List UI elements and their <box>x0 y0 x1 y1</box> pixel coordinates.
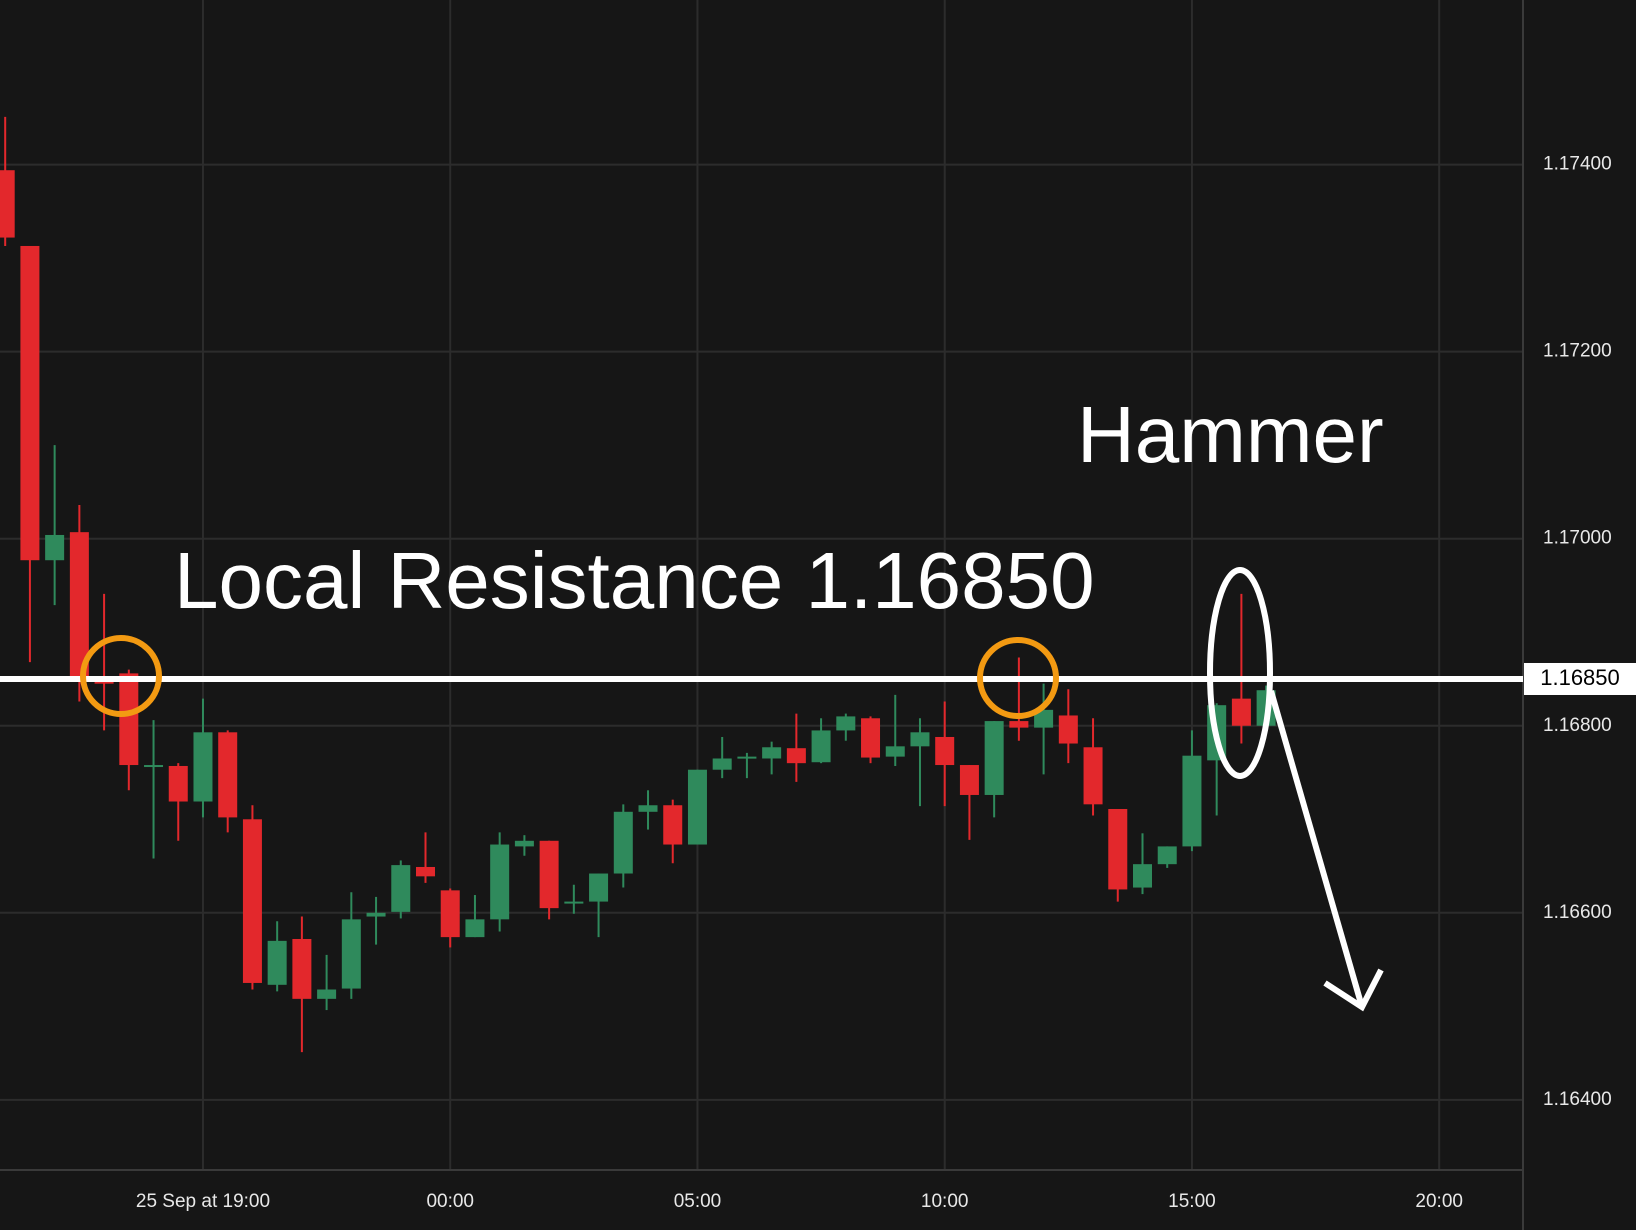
candle-body <box>69 532 89 679</box>
y-tick-label: 1.16600 <box>1543 902 1612 923</box>
x-tick-label: 10:00 <box>921 1191 969 1212</box>
annotation: Hammer <box>1077 390 1384 479</box>
candle-body <box>984 721 1004 795</box>
candle-body <box>638 805 658 812</box>
y-tick-label: 1.16800 <box>1543 715 1612 736</box>
candle-body <box>119 673 139 766</box>
candle-body <box>1182 755 1202 847</box>
candle-body <box>465 919 485 938</box>
arrow-head <box>1323 968 1384 1012</box>
candle-body <box>861 718 881 758</box>
candle-body <box>1231 698 1251 726</box>
candle-body <box>737 756 757 759</box>
candle-body <box>416 866 436 877</box>
y-tick-label: 1.17000 <box>1543 528 1612 549</box>
arrow-shaft <box>1268 690 1365 1008</box>
highlight-ellipse <box>1207 567 1273 779</box>
annotation: Local Resistance 1.16850 <box>174 536 1095 625</box>
candle-body <box>811 730 831 763</box>
x-tick-label: 15:00 <box>1168 1191 1216 1212</box>
candle-body <box>20 245 40 561</box>
candle-body <box>341 919 361 989</box>
candle-body <box>589 873 609 902</box>
candle-body <box>687 769 707 845</box>
candle-body <box>168 765 188 802</box>
candle-body <box>1058 715 1078 744</box>
candle-body <box>144 765 164 768</box>
candle-body <box>1108 808 1128 890</box>
candle-body <box>564 901 584 904</box>
candle-body <box>762 747 782 759</box>
y-tick-label: 1.16400 <box>1543 1089 1612 1110</box>
candle-body <box>786 748 806 764</box>
candle-body <box>366 912 386 917</box>
candle-body <box>1034 709 1054 728</box>
resistance-label-box <box>1524 662 1636 695</box>
candle-body <box>292 938 312 999</box>
candle-body <box>935 736 955 766</box>
candle-body <box>218 732 238 818</box>
y-tick-label: 1.17200 <box>1543 341 1612 362</box>
candle-body <box>959 765 979 795</box>
candle-body <box>440 890 460 938</box>
candles <box>0 116 1276 1053</box>
candle-body <box>539 840 559 909</box>
candle-body <box>193 732 213 802</box>
x-tick-label: 20:00 <box>1415 1191 1463 1212</box>
candle-body <box>910 732 930 747</box>
candle-body <box>242 819 262 983</box>
candle-body <box>514 840 534 847</box>
candle-body <box>836 716 856 731</box>
candle-body <box>1157 846 1177 865</box>
candle-body <box>663 805 683 845</box>
resistance-label: 1.16850 <box>1540 665 1620 690</box>
x-tick-label: 25 Sep at 19:00 <box>136 1191 270 1212</box>
candle-body <box>712 758 732 770</box>
candle-body <box>1132 864 1152 888</box>
candle-body <box>490 844 510 920</box>
highlight-circle <box>80 635 162 717</box>
candle-body <box>45 534 65 561</box>
candle-body <box>613 811 633 874</box>
candle-body <box>1083 747 1103 805</box>
candle-body <box>391 865 411 912</box>
highlight-circle <box>977 637 1059 719</box>
x-tick-label: 05:00 <box>674 1191 722 1212</box>
candle-body <box>1009 721 1029 728</box>
candle-body <box>267 940 287 985</box>
candle-body <box>317 989 337 999</box>
x-tick-label: 00:00 <box>426 1191 474 1212</box>
grid <box>0 0 1523 1170</box>
candle-body <box>0 170 15 238</box>
y-tick-label: 1.17400 <box>1543 154 1612 175</box>
candle-body <box>885 746 905 757</box>
